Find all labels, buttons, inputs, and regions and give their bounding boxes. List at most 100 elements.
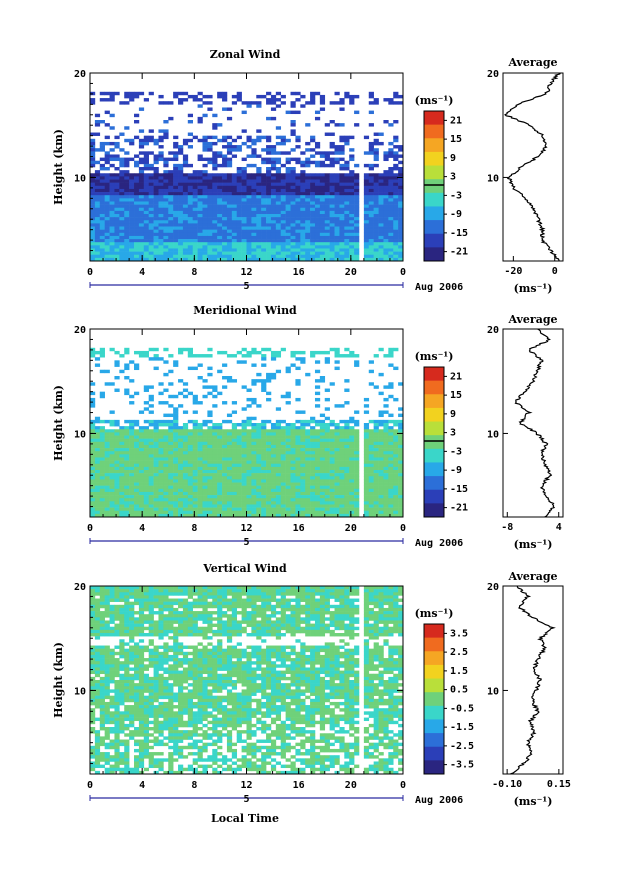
heatmap-cell: [109, 410, 115, 414]
heatmap-cell: [187, 435, 193, 439]
heatmap-cell: [197, 432, 203, 436]
heatmap-cell: [398, 179, 404, 183]
heatmap-cell: [339, 441, 345, 446]
heatmap-cell: [251, 595, 257, 599]
heatmap-cell: [363, 223, 370, 227]
heatmap-cell: [202, 176, 208, 180]
heatmap-cell: [329, 466, 335, 471]
heatmap-cell: [354, 491, 360, 496]
heatmap-cell: [373, 257, 379, 262]
heatmap-cell: [251, 435, 257, 439]
heatmap-cell: [305, 423, 311, 427]
heatmap-cell: [300, 151, 306, 155]
heatmap-cell: [94, 448, 101, 452]
heatmap-cell: [158, 217, 164, 221]
heatmap-cell: [290, 204, 296, 209]
heatmap-cell: [305, 470, 311, 474]
heatmap-cell: [197, 182, 203, 187]
heatmap-cell: [178, 148, 184, 152]
heatmap-cell: [344, 423, 350, 427]
heatmap-cell: [246, 504, 252, 508]
heatmap-cell: [222, 179, 228, 183]
heatmap-cell: [280, 138, 286, 143]
heatmap-cell: [300, 188, 306, 193]
heatmap-cell: [222, 207, 228, 212]
heatmap-cell: [173, 242, 179, 246]
heatmap-cell: [94, 473, 101, 477]
heatmap-cell: [324, 217, 330, 221]
heatmap-cell: [383, 220, 389, 224]
heatmap-cell: [256, 586, 262, 590]
heatmap-cell: [158, 482, 164, 486]
heatmap-cell: [109, 451, 115, 455]
heatmap-cell: [222, 232, 228, 237]
heatmap-cell: [354, 182, 360, 187]
heatmap-cell: [231, 254, 238, 259]
heatmap-cell: [222, 592, 228, 596]
heatmap-cell: [270, 163, 277, 168]
heatmap-cell: [222, 107, 228, 111]
heatmap-cell: [300, 419, 306, 424]
heatmap-cell: [178, 350, 184, 355]
heatmap-cell: [99, 491, 105, 496]
heatmap-cell: [90, 145, 96, 149]
heatmap-cell: [334, 245, 340, 249]
heatmap-cell: [324, 460, 330, 465]
heatmap-cell: [148, 245, 154, 249]
heatmap-cell: [226, 444, 233, 449]
heatmap-cell: [285, 491, 291, 496]
heatmap-cell: [324, 157, 330, 162]
heatmap-cell: [192, 488, 198, 493]
heatmap-cell: [236, 498, 242, 502]
heatmap-cell: [168, 382, 174, 386]
heatmap-cell: [124, 513, 130, 518]
heatmap-cell: [217, 245, 223, 249]
heatmap-cell: [173, 176, 179, 180]
heatmap-cell: [202, 242, 208, 246]
heatmap-cell: [94, 441, 101, 446]
heatmap-cell: [280, 394, 286, 399]
heatmap-cell: [251, 498, 257, 502]
heatmap-cell: [261, 595, 267, 599]
heatmap-cell: [173, 185, 179, 190]
heatmap-cell: [373, 98, 379, 102]
heatmap-cell: [134, 473, 140, 477]
heatmap-cell: [310, 138, 316, 143]
heatmap-cell: [373, 589, 379, 593]
heatmap-cell: [256, 504, 262, 508]
heatmap-cell: [246, 354, 252, 358]
heatmap-cell: [378, 589, 384, 593]
heatmap-cell: [324, 388, 330, 392]
heatmap-cell: [182, 254, 189, 259]
heatmap-cell: [383, 513, 389, 518]
heatmap-cell: [275, 210, 282, 215]
heatmap-cell: [99, 435, 105, 439]
heatmap-cell: [217, 466, 223, 471]
heatmap-cell: [314, 141, 321, 146]
heatmap-cell: [231, 239, 238, 243]
heatmap-cell: [241, 435, 247, 439]
heatmap-cell: [178, 182, 184, 187]
heatmap-cell: [124, 454, 130, 458]
heatmap-cell: [256, 229, 262, 234]
heatmap-cell: [163, 204, 169, 209]
heatmap-cell: [305, 123, 311, 127]
heatmap-cell: [187, 179, 193, 183]
heatmap-cell: [256, 454, 262, 458]
heatmap-cell: [90, 592, 96, 596]
heatmap-cell: [256, 404, 262, 408]
heatmap-cell: [222, 160, 228, 165]
heatmap-cell: [368, 586, 374, 590]
heatmap-cell: [261, 135, 267, 140]
heatmap-cell: [310, 207, 316, 212]
heatmap-cell: [324, 495, 330, 499]
heatmap-cell: [383, 242, 389, 246]
heatmap-cell: [280, 448, 286, 452]
heatmap-cell: [339, 498, 345, 502]
heatmap-cell: [324, 182, 330, 187]
heatmap-cell: [285, 426, 291, 430]
heatmap-cell: [129, 98, 135, 102]
heatmap-cell: [222, 586, 228, 590]
heatmap-cell: [182, 470, 189, 474]
heatmap-cell: [324, 510, 330, 515]
